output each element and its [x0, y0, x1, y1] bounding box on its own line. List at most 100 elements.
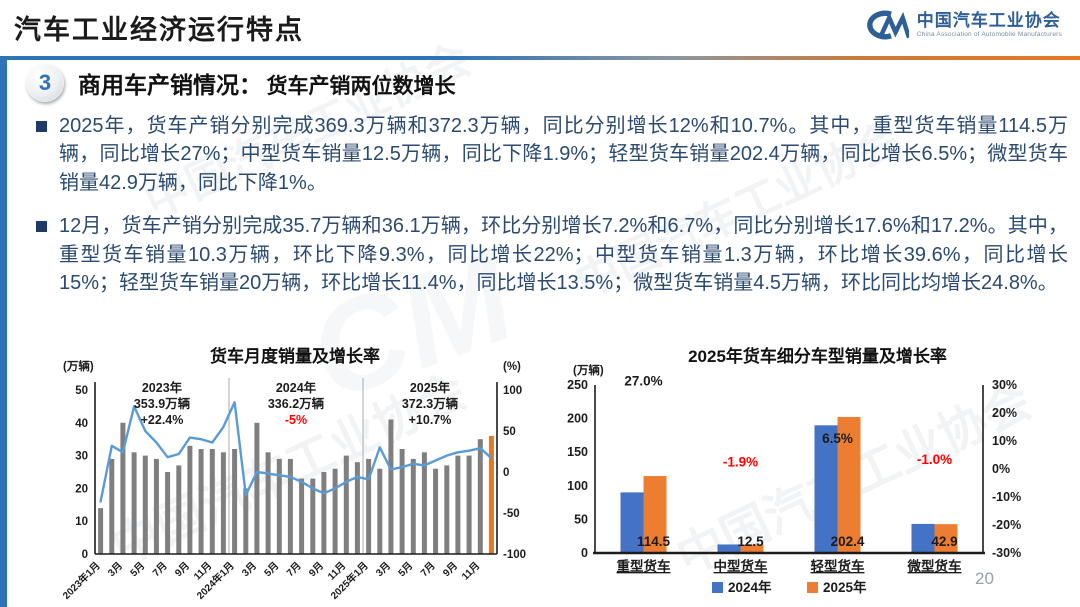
left-axis-tick: 50 [75, 385, 88, 397]
left-axis-tick: 10 [75, 516, 88, 528]
monthly-sales-bar [477, 439, 483, 554]
monthly-sales-bar [209, 449, 215, 554]
left-axis-tick: 0 [581, 546, 588, 560]
monthly-sales-bar [142, 455, 148, 554]
monthly-sales-bar [421, 452, 427, 554]
monthly-sales-bar [343, 455, 349, 554]
x-axis-tick: 2023年1月 [60, 559, 103, 602]
left-accent-bar [0, 60, 7, 607]
value-label: 12.5 [737, 534, 764, 549]
right-axis-tick: 20% [992, 406, 1017, 420]
category-label: 微型货车 [907, 558, 962, 574]
monthly-sales-bar [388, 419, 394, 554]
truck-segment-sales-plot: (万辆) 0 50 100 150 200 250 30% 20% 10% 0% -10% -20% -3… [567, 363, 1021, 595]
growth-label: 27.0% [624, 373, 662, 388]
truck-monthly-sales-chart: 货车月度销量及增长率 (万辆) (%) 0 10 20 30 40 50 100 50 0 -50 -1… [55, 342, 535, 606]
left-axis-tick: 20 [75, 483, 88, 495]
monthly-sales-bar [444, 465, 450, 554]
monthly-sales-bar [433, 468, 439, 554]
monthly-sales-bar [220, 452, 226, 554]
monthly-sales-bar [488, 435, 494, 554]
x-axis-tick: 7月 [418, 560, 437, 579]
value-label: 202.4 [831, 534, 865, 549]
x-axis-tick: 11月 [459, 560, 482, 583]
monthly-sales-bar [321, 472, 327, 554]
annotation-total: 372.3万辆 [402, 396, 459, 411]
legend-label: 2025年 [823, 579, 867, 595]
left-axis-unit: (万辆) [573, 363, 604, 377]
monthly-sales-bar [287, 458, 293, 554]
truck-segment-sales-chart: 2025年货车细分车型销量及增长率 (万辆) 0 50 100 150 200 250 30%… [555, 342, 1080, 606]
x-axis-tick: 3月 [106, 560, 125, 579]
bullet-square-icon [36, 121, 47, 132]
right-axis-tick: 30% [992, 378, 1017, 392]
x-axis-tick: 3月 [240, 560, 259, 579]
category-label: 中型货车 [714, 558, 768, 574]
right-axis-tick: 100 [503, 385, 522, 397]
section-heading: 商用车产销情况： [78, 72, 262, 98]
annotation-growth: -5% [285, 413, 307, 427]
bullet-list: 2025年，货车产销分别完成369.3万辆和372.3万辆，同比分别增长12%和… [36, 112, 1068, 312]
category-label: 重型货车 [617, 558, 671, 574]
x-axis-tick: 5月 [262, 560, 281, 579]
left-axis-tick: 200 [567, 412, 588, 426]
x-axis-tick: 9月 [441, 560, 460, 579]
monthly-sales-bar [153, 458, 159, 554]
legend-swatch [712, 582, 723, 593]
right-axis-tick: -30% [992, 546, 1021, 560]
monthly-sales-bar [354, 462, 360, 554]
bullet-square-icon [36, 221, 47, 233]
left-axis-tick: 100 [567, 479, 588, 493]
monthly-sales-bar [366, 458, 372, 554]
bar-2025 [934, 524, 958, 553]
left-axis-tick: 250 [567, 378, 588, 392]
annotation-year: 2024年 [276, 380, 317, 395]
monthly-sales-bar [254, 422, 260, 554]
monthly-sales-bar [299, 478, 305, 554]
monthly-sales-bar [165, 472, 171, 554]
monthly-sales-bar [109, 458, 115, 554]
monthly-sales-bar [466, 455, 472, 554]
page-title: 汽车工业经济运行特点 [14, 15, 304, 45]
logo-org-name-en: China Association of Automobile Manufact… [916, 30, 1062, 38]
value-label: 114.5 [637, 534, 671, 549]
left-axis-tick: 40 [75, 418, 88, 430]
left-chart-title: 货车月度销量及增长率 [210, 347, 380, 366]
bar-2025 [740, 544, 764, 553]
monthly-sales-bar [399, 449, 405, 554]
right-axis-unit: (%) [503, 361, 521, 373]
x-axis-tick: 5月 [396, 560, 415, 579]
right-axis-tick: 0% [992, 462, 1010, 476]
page-number: 20 [975, 569, 994, 588]
monthly-sales-bar [176, 465, 182, 554]
bar-2024 [911, 523, 935, 553]
monthly-sales-bar [410, 458, 416, 554]
monthly-sales-bar [455, 455, 461, 554]
bar-2024 [620, 492, 644, 553]
header-divider [0, 56, 1080, 60]
growth-label: 6.5% [822, 431, 853, 446]
annotation-growth: +22.4% [141, 413, 184, 427]
bullet-item: 2025年，货车产销分别完成369.3万辆和372.3万辆，同比分别增长12%和… [36, 112, 1068, 197]
left-axis-unit: (万辆) [63, 359, 94, 373]
section-heading-row: 3 商用车产销情况： 货车产销两位数增长 [26, 64, 455, 102]
left-axis-tick: 150 [567, 445, 588, 459]
caam-logo: 中国汽车工业协会 China Association of Automobile… [855, 7, 1062, 43]
bullet-text-annual: 2025年，货车产销分别完成369.3万辆和372.3万辆，同比分别增长12%和… [59, 115, 1068, 194]
bar-2025 [643, 476, 667, 553]
monthly-sales-bar [276, 458, 282, 554]
category-label: 轻型货车 [811, 558, 865, 574]
monthly-sales-bar [98, 508, 104, 554]
right-chart-title: 2025年货车细分车型销量及增长率 [688, 347, 947, 366]
logo-org-name-cn: 中国汽车工业协会 [916, 11, 1061, 31]
monthly-sales-bar [131, 452, 137, 554]
right-axis-tick: 0 [503, 467, 509, 479]
right-axis-tick: -20% [992, 518, 1021, 532]
monthly-sales-bar [265, 452, 271, 554]
value-label: 42.9 [931, 534, 957, 549]
right-axis-tick: -100 [503, 549, 526, 561]
x-axis-tick: 9月 [173, 560, 192, 579]
annotation-year: 2025年 [410, 380, 451, 395]
monthly-sales-bar [332, 468, 338, 554]
